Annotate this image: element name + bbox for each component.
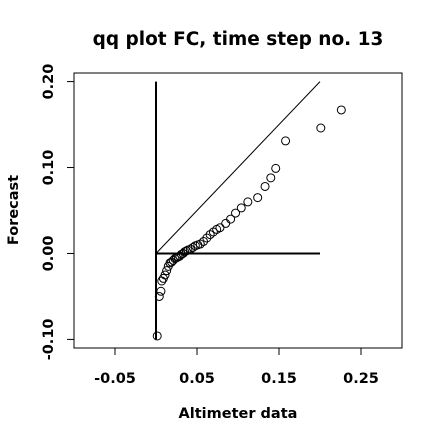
data-point [236, 203, 246, 213]
data-point [154, 291, 164, 301]
x-axis-ticks: -0.05 0.05 0.15 0.25 [94, 348, 379, 387]
x-tick-label: 0.25 [343, 371, 379, 387]
plot-frame [73, 72, 403, 349]
data-point [199, 236, 209, 246]
reference-line-diagonal [155, 81, 321, 254]
data-point [336, 105, 346, 115]
y-tick-label: -0.10 [41, 319, 57, 361]
x-tick-label: 0.05 [179, 371, 215, 387]
x-axis-label: Altimeter data [179, 406, 298, 422]
data-point [202, 233, 212, 243]
data-point [221, 218, 231, 228]
data-point [188, 242, 198, 252]
chart-title: qq plot FC, time step no. 13 [93, 29, 384, 50]
data-point [281, 136, 291, 146]
data-point [253, 193, 263, 203]
data-point [243, 197, 253, 207]
data-point [271, 163, 281, 173]
data-point [226, 214, 236, 224]
data-point [160, 270, 170, 280]
x-tick-label: -0.05 [94, 371, 136, 387]
data-point [152, 331, 162, 341]
data-point [266, 173, 276, 183]
data-point [162, 266, 172, 276]
y-axis-label: Forecast [6, 175, 22, 245]
data-point [316, 123, 326, 133]
data-point [260, 181, 270, 191]
y-axis-ticks: -0.10 0.00 0.10 0.20 [41, 64, 74, 361]
data-points [152, 105, 346, 341]
y-tick-label: 0.20 [41, 64, 57, 100]
x-tick-label: 0.15 [261, 371, 297, 387]
y-tick-label: 0.10 [41, 150, 57, 186]
data-point [231, 208, 241, 218]
data-point [195, 239, 205, 249]
data-point [156, 286, 166, 296]
data-point [208, 227, 218, 237]
data-point [205, 230, 215, 240]
data-point [215, 223, 225, 233]
y-tick-label: 0.00 [41, 236, 57, 272]
